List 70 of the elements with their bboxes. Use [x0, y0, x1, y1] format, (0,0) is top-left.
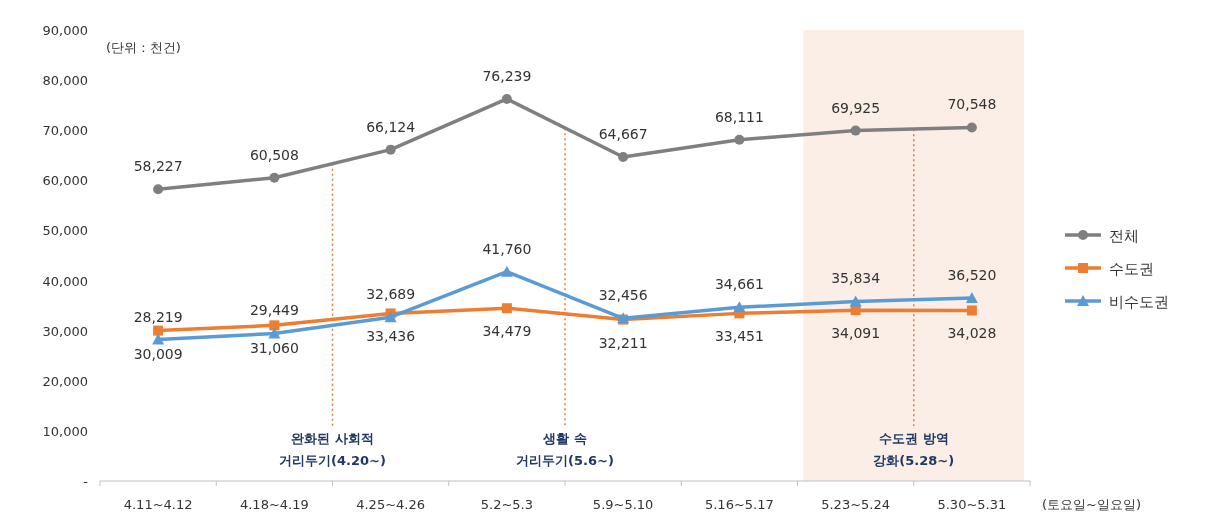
- point: [965, 291, 978, 303]
- point: [500, 265, 513, 277]
- data-label: 34,479: [482, 323, 532, 340]
- y-tick-label: 40,000: [42, 273, 88, 289]
- point: [384, 311, 397, 323]
- data-label: 35,834: [831, 270, 881, 287]
- annotation: 수도권 방역 강화(5.28~): [873, 431, 955, 468]
- y-tick-label: 90,000: [42, 23, 88, 38]
- data-label: 32,689: [366, 286, 416, 303]
- data-label: 31,060: [249, 340, 299, 357]
- data-label: 58,227: [133, 158, 183, 175]
- point: [501, 93, 512, 104]
- data-label: 34,091: [831, 325, 881, 342]
- data-label: 69,925: [831, 99, 881, 116]
- data-label: 33,451: [714, 328, 764, 345]
- point: [733, 301, 746, 313]
- point: [269, 172, 280, 183]
- data-label: 41,760: [482, 240, 532, 257]
- data-label: 34,661: [714, 276, 764, 293]
- x-tick-label: 4.11~4.12: [123, 497, 193, 512]
- point: [849, 295, 862, 307]
- x-tick-label: 5.30~5.31: [937, 497, 1007, 512]
- y-tick-label: 50,000: [42, 223, 88, 239]
- x-tick-label: 5.9~5.10: [592, 497, 654, 512]
- data-label: 66,124: [366, 118, 416, 135]
- point: [618, 151, 629, 162]
- annotation: 완화된 사회적 거리두기(4.20~): [279, 431, 386, 468]
- y-tick-label: 70,000: [42, 123, 88, 139]
- data-label: 36,520: [947, 266, 997, 283]
- data-label: 70,548: [947, 96, 997, 113]
- data-label: 68,111: [714, 108, 764, 125]
- point: [850, 305, 861, 316]
- data-label: 60,508: [249, 146, 299, 163]
- x-tick-label: 5.16~5.17: [704, 497, 774, 512]
- point: [850, 125, 861, 136]
- data-label: 33,436: [366, 328, 416, 345]
- y-tick-label: 30,000: [42, 323, 88, 339]
- point: [734, 134, 745, 145]
- data-label: 30,009: [133, 345, 183, 362]
- point: [268, 327, 281, 339]
- x-tick-label: 4.25~4.26: [356, 497, 426, 512]
- point: [385, 144, 396, 155]
- y-tick-label: 60,000: [42, 173, 88, 189]
- annotation: (단위 : 천건): [106, 40, 181, 55]
- point: [152, 333, 165, 345]
- data-label: 32,211: [598, 334, 648, 351]
- y-tick-label: 20,000: [42, 373, 88, 389]
- y-tick-label: 10,000: [42, 423, 88, 439]
- data-label: 32,456: [598, 287, 648, 304]
- point: [501, 303, 512, 314]
- point: [966, 122, 977, 133]
- x-tick-label: 4.18~4.19: [239, 497, 309, 512]
- data-label: 28,219: [133, 308, 183, 325]
- legend-label: 수도권: [1109, 260, 1154, 278]
- data-label: 76,239: [482, 67, 532, 84]
- y-tick-label: -: [83, 474, 89, 489]
- point: [966, 305, 977, 316]
- data-label: 34,028: [947, 325, 997, 342]
- data-label: 29,449: [249, 302, 299, 319]
- point: [153, 184, 164, 195]
- x-tick-label: 5.2~5.3: [480, 497, 533, 512]
- x-tick-label: 5.23~5.24: [821, 497, 891, 512]
- point: [153, 325, 164, 336]
- point: [269, 320, 280, 331]
- legend-label: 전체: [1109, 227, 1139, 245]
- x-axis-title: (토요일~일요일): [1042, 497, 1142, 512]
- y-tick-label: 80,000: [42, 73, 88, 89]
- annotation: 생활 속 거리두기(5.6~): [516, 431, 614, 468]
- data-label: 64,667: [598, 125, 648, 142]
- legend-label: 비수도권: [1109, 293, 1169, 311]
